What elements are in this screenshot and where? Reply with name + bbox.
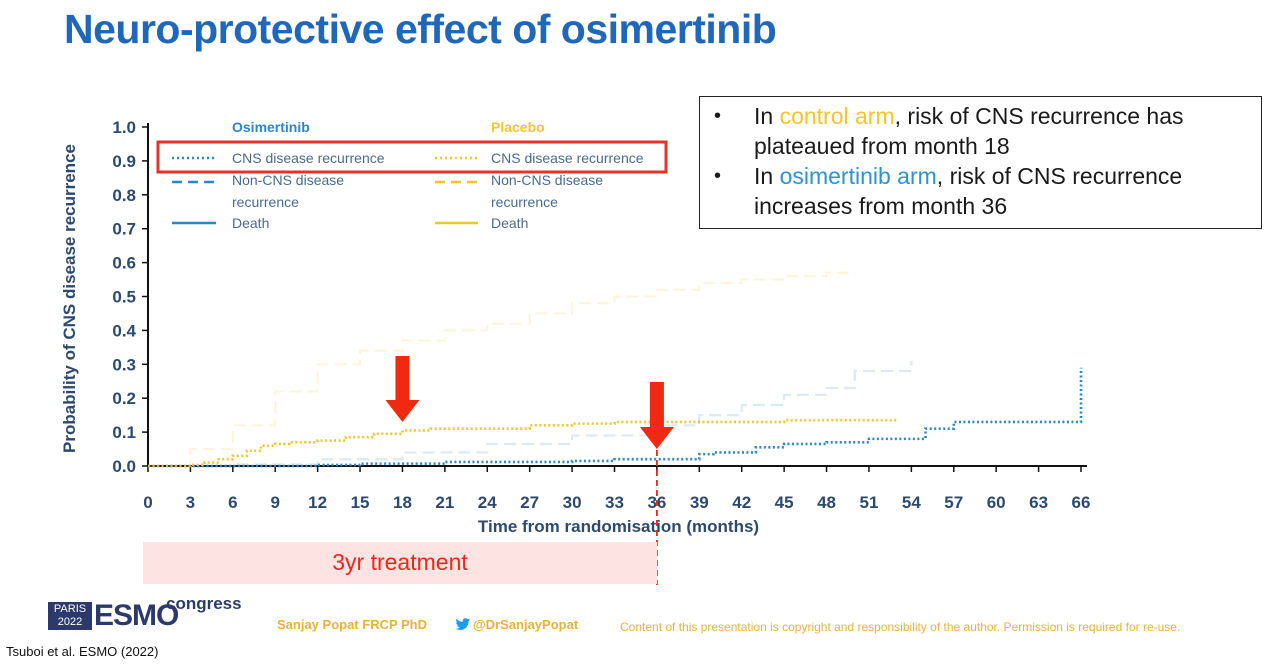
logo-esmo-text: ESMO [94, 599, 179, 632]
bullet2-pre: In [754, 163, 780, 189]
twitter-bird-icon [455, 618, 471, 631]
legend-osi-death-label: Death [232, 215, 269, 231]
x-tick-label: 27 [520, 493, 539, 512]
arrow-month-18 [385, 356, 420, 422]
y-tick-label: 0.8 [112, 186, 136, 205]
x-tick-label: 48 [817, 493, 836, 512]
axes: 0.0 0.1 0.2 0.3 0.4 0.5 0.6 0.7 0.8 0.9 1.0 0 3 6 9 12 1… [60, 118, 1090, 536]
x-tick-label: 39 [690, 493, 709, 512]
cumulative-incidence-chart: 0.0 0.1 0.2 0.3 0.4 0.5 0.6 0.7 0.8 0.9 1.0 0 3 6 9 12 1… [60, 118, 1090, 585]
osimertinib-arm-highlight: osimertinib arm [779, 163, 937, 189]
x-axis-title: Time from randomisation (months) [478, 517, 759, 536]
legend-osi-cns-label: CNS disease recurrence [232, 150, 385, 166]
x-tick-label: 66 [1072, 493, 1091, 512]
bullet1-post: , risk of CNS recurrence has plateaued f… [754, 103, 1184, 159]
legend-placebo-header: Placebo [491, 119, 545, 135]
bullet1-pre: In [754, 103, 780, 129]
x-tick-label: 63 [1029, 493, 1048, 512]
x-tick-label: 12 [308, 493, 327, 512]
x-tick-label: 45 [775, 493, 794, 512]
logo-paris-badge: PARIS 2022 [48, 602, 92, 630]
arrow-month-36 [639, 382, 674, 449]
x-tick-label: 6 [228, 493, 237, 512]
callout-bullet-control: In control arm, risk of CNS recurrence h… [714, 101, 1251, 161]
y-tick-label: 1.0 [112, 118, 136, 137]
citation: Tsuboi et al. ESMO (2022) [6, 644, 159, 659]
x-tick-label: 24 [478, 493, 497, 512]
y-tick-label: 0.7 [112, 220, 136, 239]
page-title: Neuro-protective effect of osimertinib [64, 6, 777, 52]
logo-paris-text: PARIS [53, 603, 87, 615]
y-tick-label: 0.5 [112, 288, 136, 307]
legend-pbo-cns-label: CNS disease recurrence [491, 150, 644, 166]
legend-osi-noncns-label-2: recurrence [232, 194, 299, 210]
cns-legend-highlight-box [156, 140, 668, 174]
x-tick-label: 0 [143, 493, 152, 512]
x-tick-label: 15 [351, 493, 370, 512]
x-tick-label: 3 [186, 493, 195, 512]
x-tick-label: 33 [605, 493, 624, 512]
x-tick-label: 54 [902, 493, 921, 512]
x-tick-label: 21 [435, 493, 454, 512]
x-tick-label: 18 [393, 493, 412, 512]
legend-osimertinib-header: Osimertinib [232, 119, 310, 135]
y-tick-label: 0.9 [112, 152, 136, 171]
y-tick-label: 0.4 [112, 321, 136, 340]
callout-bullet-osimertinib: In osimertinib arm, risk of CNS recurren… [714, 161, 1251, 221]
legend-pbo-death-label: Death [491, 215, 528, 231]
y-axis-title: Probability of CNS disease recurrence [60, 144, 79, 453]
y-tick-label: 0.3 [112, 355, 136, 374]
legend-pbo-noncns-label-2: recurrence [491, 194, 558, 210]
author-name: Sanjay Popat FRCP PhD [277, 617, 428, 632]
legend-osi-noncns-label-1: Non-CNS disease [232, 172, 344, 188]
placebo-cns-disease-recurrence-line [148, 418, 898, 468]
logo-year-text: 2022 [57, 616, 83, 628]
bullet2-post: , risk of CNS recurrence increases from … [754, 163, 1183, 219]
placebo-non-cns-disease-recurrence-line [148, 271, 855, 468]
y-tick-label: 0.2 [112, 389, 136, 408]
x-tick-label: 51 [859, 493, 878, 512]
y-tick-label: 0.0 [112, 457, 136, 476]
y-tick-label: 0.1 [112, 423, 136, 442]
y-tick-label: 0.6 [112, 254, 136, 273]
x-tick-label: 60 [987, 493, 1006, 512]
series-layer [148, 271, 1083, 468]
legend-pbo-noncns-label-1: Non-CNS disease [491, 172, 603, 188]
copyright-notice: Content of this presentation is copyrigh… [620, 620, 1181, 634]
x-tick-label: 9 [270, 493, 279, 512]
treatment-duration-label: 3yr treatment [332, 549, 468, 575]
legend: Osimertinib Placebo CNS disease recurren… [156, 119, 668, 231]
x-tick-label: 30 [563, 493, 582, 512]
osimertinib-cns-disease-recurrence-line [148, 367, 1083, 468]
twitter-handle-text: @DrSanjayPopat [473, 617, 579, 632]
key-points-callout: In control arm, risk of CNS recurrence h… [699, 96, 1262, 229]
osimertinib-non-cns-disease-recurrence-line [148, 360, 913, 468]
x-tick-label: 57 [944, 493, 963, 512]
treatment-duration-band [143, 542, 657, 584]
control-arm-highlight: control arm [779, 103, 895, 129]
logo-congress-text: congress [166, 594, 242, 613]
twitter-handle[interactable]: @DrSanjayPopat [455, 617, 578, 632]
x-tick-label: 42 [732, 493, 751, 512]
